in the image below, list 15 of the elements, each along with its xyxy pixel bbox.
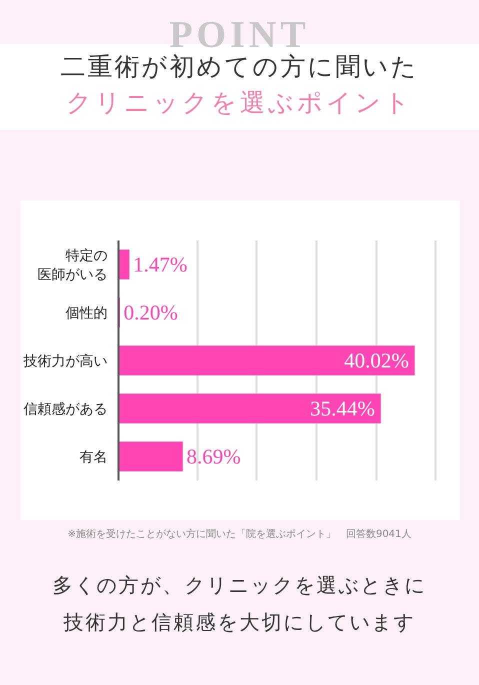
y-tick-label: 信頼感がある	[24, 400, 108, 416]
chart-subtitle: クリニックを選ぶポイント	[65, 88, 414, 119]
y-tick-label: 個性的	[66, 304, 108, 320]
data-label: 0.20%	[124, 300, 178, 324]
data-label: 1.47%	[133, 252, 188, 276]
text: 多くの方が、クリニックを選ぶときに	[52, 574, 428, 600]
text: 技術力と信頼感を大切にしています	[62, 610, 416, 636]
y-tick-label: 技術力が高い	[22, 352, 108, 368]
data-label: 35.44%	[310, 396, 375, 420]
data-label: 8.69%	[186, 444, 241, 468]
chart-title: 二重術が初めての方に聞いた	[60, 52, 420, 83]
y-tick-label: 有名	[80, 448, 108, 464]
text: ※施術を受けたことがない方に聞いた「院を選ぶポイント」 回答数9041人	[66, 528, 412, 542]
data-label: 40.02%	[344, 348, 409, 372]
y-tick-label: 特定の医師がいる	[38, 246, 108, 282]
